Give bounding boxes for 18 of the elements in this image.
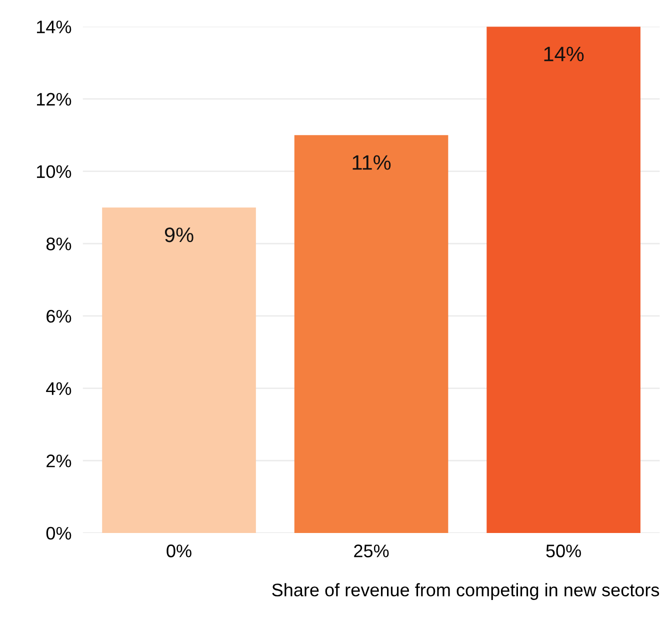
x-tick-label: 0% <box>166 544 192 558</box>
data-label: 11% <box>352 155 391 170</box>
data-label: 9% <box>164 227 194 242</box>
x-tick-label: 25% <box>354 544 389 558</box>
bar <box>102 207 256 533</box>
x-axis-title: Share of revenue from competing in new sectors <box>272 583 660 600</box>
y-tick-label: 10% <box>37 165 72 178</box>
x-tick-label: 50% <box>546 544 581 558</box>
y-tick-label: 4% <box>46 382 72 395</box>
y-tick-label: 6% <box>46 310 72 323</box>
y-tick-label: 14% <box>37 20 72 34</box>
bar <box>294 135 448 533</box>
y-tick-label: 8% <box>46 238 72 250</box>
y-tick-label: 0% <box>46 526 72 540</box>
y-tick-label: 2% <box>46 454 72 468</box>
data-label: 14% <box>544 46 584 62</box>
bar <box>486 26 640 533</box>
y-tick-label: 12% <box>37 92 72 106</box>
